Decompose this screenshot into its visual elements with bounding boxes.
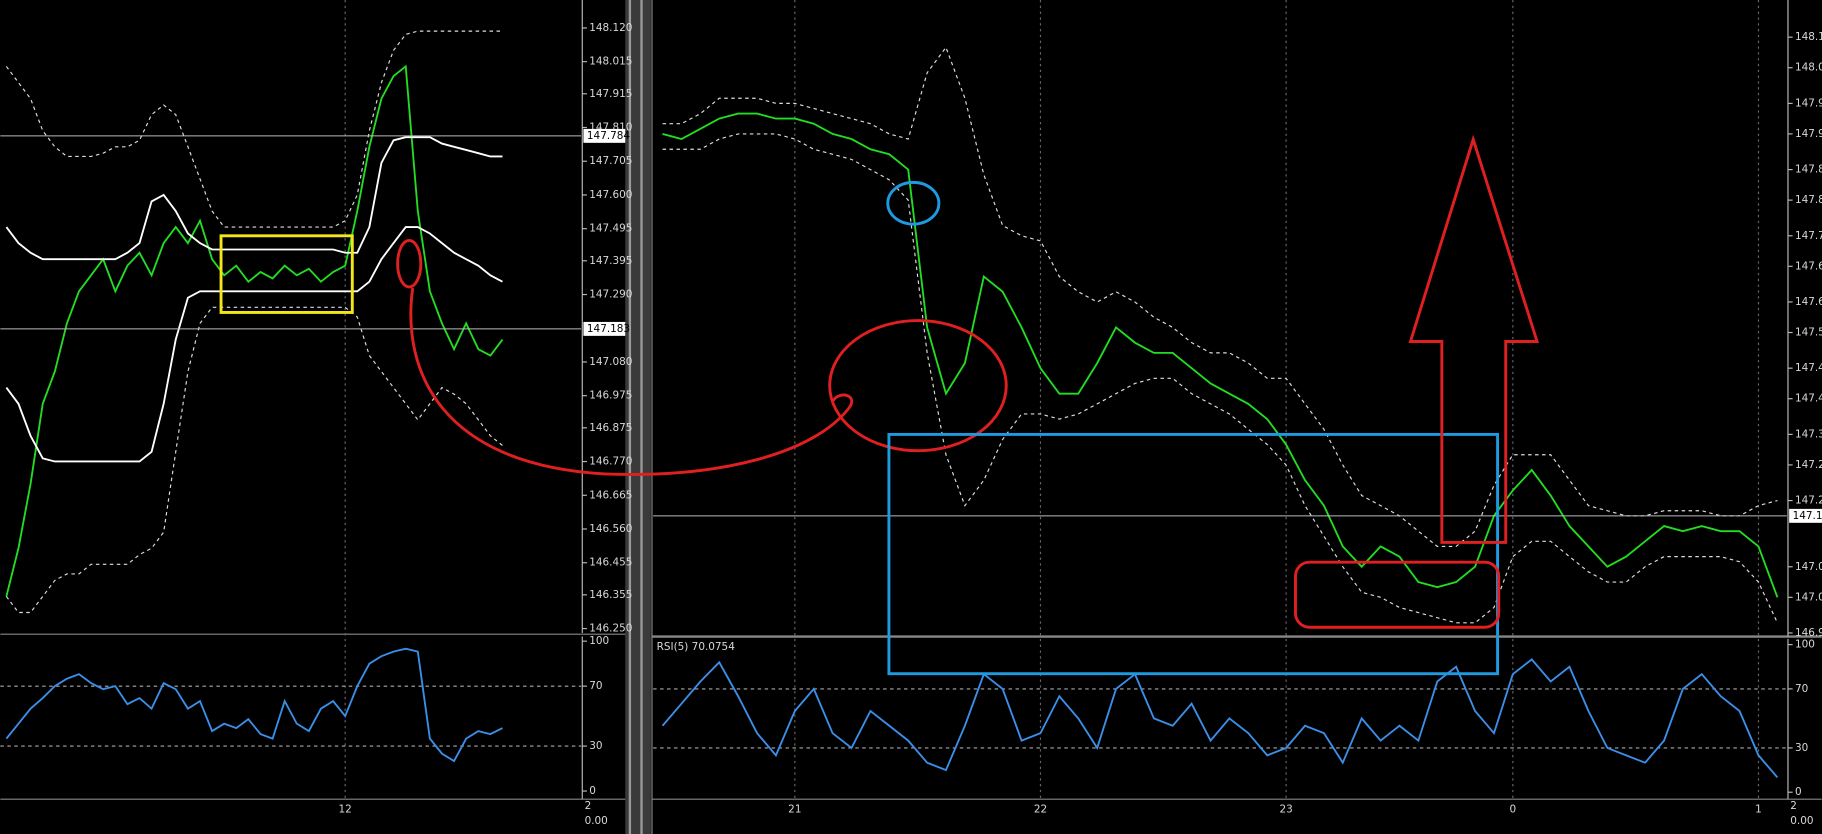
y-tick-label: 147.41	[1795, 393, 1822, 405]
y-tick-label: 146.250	[589, 623, 632, 635]
y-tick-label: 100	[1795, 639, 1815, 651]
y-tick-label: 147.86	[1795, 164, 1822, 176]
y-tick-label: 30	[589, 740, 602, 752]
y-tick-label: 147.93	[1795, 128, 1822, 140]
red-connector	[409, 287, 854, 476]
y-tick-label: 0	[1795, 786, 1802, 798]
price-marker-label: 147.183	[587, 323, 630, 335]
price-marker-label: 147.784	[587, 130, 631, 142]
y-tick-label: 148.015	[589, 56, 632, 68]
blue-ellipse	[886, 180, 941, 226]
y-tick-label: 147.080	[589, 356, 632, 368]
y-tick-label: 146.665	[589, 489, 632, 501]
y-tick-label: 147.08	[1795, 561, 1822, 573]
red-box	[1294, 560, 1501, 629]
yellow-box	[219, 234, 354, 314]
y-tick-label: 147.28	[1795, 459, 1822, 471]
y-tick-label: 147.60	[1795, 296, 1822, 308]
y-tick-label: 146.875	[589, 422, 632, 434]
price-line	[5, 647, 503, 763]
y-tick-label: 148.120	[589, 22, 632, 34]
red-arrow	[1408, 134, 1540, 544]
y-tick-label: 147.395	[589, 255, 632, 267]
y-tick-label: 147.80	[1795, 194, 1822, 206]
y-tick-label: 147.54	[1795, 327, 1822, 339]
band-line	[5, 306, 503, 614]
y-tick-label: 147.600	[589, 189, 632, 201]
footer-label: 2	[585, 800, 592, 812]
y-tick-label: 100	[589, 635, 609, 647]
y-tick-label: 147.67	[1795, 260, 1822, 272]
price-line	[5, 136, 503, 261]
red-ellipse	[396, 238, 423, 289]
y-tick-label: 146.455	[589, 557, 632, 569]
price-line	[662, 112, 1779, 598]
x-tick-label: 21	[788, 804, 801, 816]
footer-label: 2	[1790, 800, 1797, 812]
y-tick-label: 148.12	[1795, 31, 1822, 43]
y-tick-label: 146.355	[589, 589, 632, 601]
y-tick-label: 147.47	[1795, 362, 1822, 374]
y-tick-label: 147.290	[589, 289, 632, 301]
x-tick-label: 23	[1279, 804, 1292, 816]
y-tick-label: 0	[589, 785, 596, 797]
band-line	[5, 30, 503, 228]
footer-label: 0.00	[1790, 815, 1813, 827]
band-line	[662, 46, 1778, 547]
x-tick-label: 1	[1755, 804, 1762, 816]
price-line	[5, 64, 504, 597]
y-tick-label: 147.73	[1795, 230, 1822, 242]
price-line	[5, 226, 503, 463]
y-tick-label: 146.95	[1795, 627, 1822, 639]
price-line	[661, 658, 1779, 779]
y-tick-label: 148.06	[1795, 62, 1822, 74]
footer-label: 0.00	[585, 815, 608, 827]
y-tick-label: 146.975	[589, 390, 632, 402]
indicator-title: RSI(5) 70.0754	[657, 641, 736, 653]
y-tick-label: 70	[1795, 683, 1808, 695]
price-marker-box	[583, 128, 626, 143]
red-ellipse	[828, 319, 1008, 453]
price-marker-box	[583, 321, 626, 336]
y-tick-label: 147.915	[589, 88, 632, 100]
x-tick-label: 22	[1034, 804, 1047, 816]
y-tick-label: 147.21	[1795, 495, 1822, 507]
y-tick-label: 146.770	[589, 456, 632, 468]
blue-box	[887, 432, 1500, 676]
y-tick-label: 70	[589, 680, 602, 692]
x-tick-label: 12	[339, 804, 352, 816]
annotations	[219, 134, 1540, 676]
y-tick-label: 147.34	[1795, 428, 1822, 440]
y-tick-label: 147.495	[589, 223, 632, 235]
y-tick-label: 30	[1795, 742, 1808, 754]
x-tick-label: 0	[1510, 804, 1517, 816]
y-tick-label: 147.705	[589, 155, 632, 167]
y-tick-label: 147.02	[1795, 591, 1822, 603]
price-marker-label: 147.18	[1793, 510, 1822, 522]
y-tick-label: 146.560	[589, 523, 632, 535]
price-marker-box	[1789, 508, 1822, 523]
y-tick-label: 147.99	[1795, 97, 1822, 109]
